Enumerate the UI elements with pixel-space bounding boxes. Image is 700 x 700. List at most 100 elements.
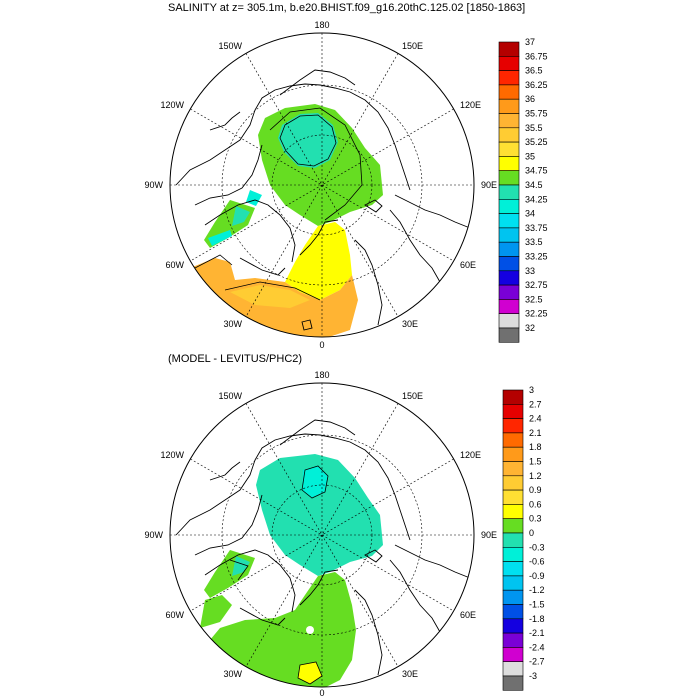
lon-label: 120E: [460, 450, 481, 460]
colorbar-swatch: [502, 389, 524, 405]
colorbar-label: 32: [525, 323, 535, 333]
lon-label: 180: [314, 370, 329, 380]
colorbar-label: 0.6: [529, 499, 542, 509]
lon-label: 0: [319, 688, 324, 698]
colorbar-label: 0: [529, 528, 534, 538]
colorbar-swatch: [502, 632, 524, 648]
top-graticule: [170, 33, 474, 337]
colorbar-label: 2.7: [529, 399, 542, 409]
colorbar-swatch: [502, 661, 524, 677]
colorbar-label: 32.75: [525, 280, 548, 290]
colorbar-label: 2.1: [529, 428, 542, 438]
colorbar-swatch: [498, 170, 520, 186]
colorbar-swatch: [502, 518, 524, 534]
colorbar-label: 37: [525, 37, 535, 47]
lon-label: 30E: [402, 319, 418, 329]
colorbar-label: 35.75: [525, 109, 548, 119]
top-longitude-labels: 180 150E 120E 90E 60E 30E 0 30W 60W 90W …: [144, 20, 497, 350]
colorbar-label: 0.9: [529, 485, 542, 495]
colorbar-label: 36.75: [525, 51, 548, 61]
colorbar-label: -3: [529, 671, 537, 681]
colorbar-label: 33: [525, 266, 535, 276]
colorbar-label: -1.5: [529, 600, 545, 610]
colorbar-swatch: [498, 41, 520, 57]
colorbar-label: -2.1: [529, 628, 545, 638]
lon-label: 60W: [165, 260, 184, 270]
lon-label: 150W: [218, 41, 242, 51]
lon-label: 30W: [223, 669, 242, 679]
colorbar-label: 35.5: [525, 123, 543, 133]
lon-label: 60E: [460, 260, 476, 270]
colorbar-swatch: [498, 256, 520, 272]
colorbar-swatch: [498, 84, 520, 100]
colorbar-label: 36: [525, 94, 535, 104]
lon-label: 180: [314, 20, 329, 30]
lon-label: 150W: [218, 391, 242, 401]
colorbar-swatch: [498, 199, 520, 214]
colorbar-label: 32.25: [525, 309, 548, 319]
bottom-map-border: [169, 382, 475, 688]
lon-label: 60E: [460, 610, 476, 620]
colorbar-swatch: [498, 70, 520, 86]
colorbar-label: 36.25: [525, 80, 548, 90]
colorbar-swatch: [502, 589, 524, 605]
lon-label: 30E: [402, 669, 418, 679]
colorbar-label: 32.5: [525, 294, 543, 304]
colorbar-swatch: [498, 113, 520, 129]
lon-label: 150E: [402, 41, 423, 51]
colorbar-swatch: [498, 98, 520, 114]
colorbar-swatch: [498, 313, 520, 329]
colorbar-swatch: [502, 618, 524, 634]
lon-label: 0: [319, 340, 324, 350]
colorbar-label: -0.6: [529, 557, 545, 567]
lon-label: 90E: [481, 180, 497, 190]
colorbar-swatch: [498, 141, 520, 157]
colorbar-swatch: [498, 241, 520, 257]
colorbar-label: 35: [525, 151, 535, 161]
colorbar-swatch: [502, 475, 524, 491]
lon-label: 120W: [160, 100, 184, 110]
lon-label: 120W: [160, 450, 184, 460]
bottom-polar-map: 180 150E 120E 90E 60E 30E 0 30W 60W 90W …: [144, 370, 544, 698]
lon-label: 90E: [481, 530, 497, 540]
colorbar-label: 33.5: [525, 237, 543, 247]
colorbar-label: -2.7: [529, 657, 545, 667]
colorbar-swatch: [502, 446, 524, 462]
colorbar-swatch: [498, 184, 520, 200]
colorbar-swatch: [502, 675, 524, 691]
colorbar-swatch: [498, 55, 520, 71]
colorbar-swatch: [502, 461, 524, 477]
lon-label: 30W: [223, 319, 242, 329]
colorbar-label: 36.5: [525, 66, 543, 76]
bottom-coastlines: [175, 419, 471, 676]
colorbar-swatch: [498, 327, 520, 343]
colorbar-swatch: [498, 127, 520, 143]
colorbar-swatch: [502, 418, 524, 434]
top-plot-title: SALINITY at z= 305.1m, b.e20.BHIST.f09_g…: [168, 2, 526, 14]
lon-label: 90W: [144, 530, 163, 540]
bottom-colorbar: 3 2.7 2.4 2.1 1.8 1.5 1.2 0.9 0.6 0.3 0 -0.3 -0.6 -0.…: [502, 385, 545, 691]
colorbar-label: 3: [529, 385, 534, 395]
colorbar-swatch: [502, 604, 524, 620]
bottom-graticule: [170, 383, 474, 687]
colorbar-label: -0.3: [529, 542, 545, 552]
top-colorbar: 37 36.75 36.5 36.25 36 35.75 35.5 35.25 35 34.75 3…: [498, 37, 548, 343]
lon-label: 90W: [144, 180, 163, 190]
colorbar-label: 33.75: [525, 223, 548, 233]
colorbar-swatch: [498, 227, 520, 243]
top-coastlines: [175, 69, 471, 331]
bottom-longitude-labels: 180 150E 120E 90E 60E 30E 0 30W 60W 90W …: [144, 370, 497, 698]
colorbar-label: 1.2: [529, 471, 542, 481]
colorbar-swatch: [502, 561, 524, 577]
colorbar-swatch: [498, 156, 520, 171]
colorbar-swatch: [498, 213, 520, 229]
top-polar-map: 180 150E 120E 90E 60E 30E 0 30W 60W 90W …: [144, 20, 547, 350]
top-salinity-field: [190, 104, 383, 337]
colorbar-swatch: [502, 504, 524, 519]
colorbar-swatch: [502, 403, 524, 419]
colorbar-label: -0.9: [529, 571, 545, 581]
colorbar-label: 0.3: [529, 514, 542, 524]
colorbar-swatch: [498, 284, 520, 300]
colorbar-label: -2.4: [529, 642, 545, 652]
